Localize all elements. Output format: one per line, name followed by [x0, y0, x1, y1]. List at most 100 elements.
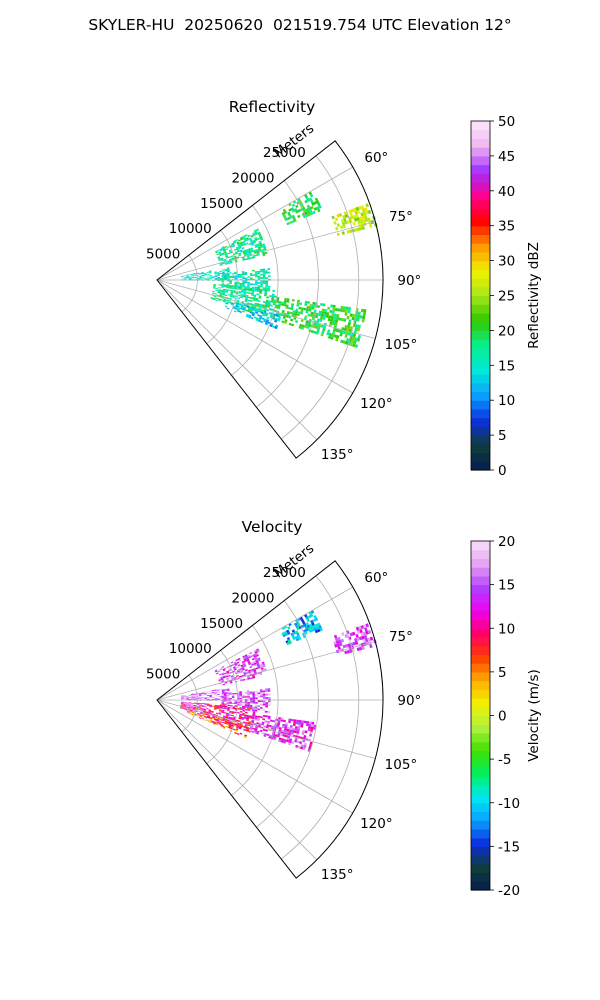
echo-cell [301, 621, 306, 625]
echo-cell [201, 698, 205, 700]
echo-cell [243, 304, 247, 307]
echo-cell [216, 689, 220, 691]
echo-cell [257, 253, 260, 256]
echo-cell [245, 655, 249, 659]
echo-cell [250, 725, 253, 728]
echo-cell [298, 306, 302, 310]
echo-cell [365, 203, 370, 208]
colorbar-tick-label: -20 [498, 883, 520, 899]
echo-cell [186, 712, 190, 714]
echo-cell [208, 710, 212, 712]
echo-cell [242, 257, 245, 260]
echo-cell [252, 674, 255, 678]
echo-cell [226, 280, 230, 282]
echo-cell [237, 307, 241, 310]
echo-cell [224, 688, 227, 691]
echo-cell [193, 274, 197, 276]
echo-cell [227, 665, 230, 669]
echo-cell [208, 721, 211, 723]
echo-cell [358, 216, 363, 221]
echo-cell [236, 661, 240, 664]
echo-cell [274, 734, 278, 737]
echo-cell [250, 316, 254, 320]
echo-cell [218, 259, 222, 262]
echo-cell [216, 707, 220, 709]
echo-cell [221, 272, 224, 275]
echo-cell [218, 298, 222, 301]
echo-cell [204, 278, 208, 280]
echo-cell [214, 705, 218, 708]
colorbar-tick-label: 10 [498, 393, 515, 409]
echo-cell [221, 253, 225, 256]
echo-cell [344, 650, 348, 655]
echo-cell [209, 692, 212, 695]
echo-cell [272, 720, 276, 723]
echo-cell [308, 623, 313, 627]
echo-cell [231, 677, 235, 680]
echo-cell [251, 243, 255, 246]
echo-cell [240, 293, 244, 296]
echo-cell [219, 270, 223, 273]
echo-cell [191, 698, 195, 700]
echo-cell [247, 709, 251, 711]
echo-cell [238, 252, 241, 255]
echo-cell [344, 324, 348, 329]
echo-cell [255, 667, 259, 670]
echo-cell [286, 728, 290, 732]
echo-cell [301, 720, 305, 723]
colorbar-step [471, 549, 490, 560]
echo-cell [231, 695, 235, 697]
echo-cell [337, 308, 341, 312]
echo-cell [247, 691, 250, 694]
echo-cell [342, 224, 346, 229]
echo-cell [245, 250, 249, 253]
echo-cell [226, 285, 229, 288]
echo-cell [229, 251, 233, 254]
echo-cell [252, 700, 256, 703]
echo-cell [257, 666, 261, 669]
echo-cell [360, 625, 365, 630]
echo-cell [270, 727, 274, 730]
echo-cell [249, 701, 253, 704]
echo-cell [273, 301, 277, 304]
echo-cell [352, 641, 356, 646]
echo-cell [273, 735, 277, 739]
echo-cell [248, 307, 252, 311]
echo-cell [241, 270, 245, 273]
echo-cell [308, 721, 312, 725]
echo-cell [214, 272, 217, 274]
echo-cell [263, 319, 267, 323]
echo-cell [285, 730, 289, 734]
echo-cell [191, 697, 195, 698]
echo-cell [239, 283, 243, 285]
echo-cell [258, 724, 262, 727]
echo-cell [270, 300, 274, 304]
echo-cell [257, 695, 261, 698]
colorbar-step [471, 408, 490, 419]
echo-cell [183, 279, 187, 280]
echo-cell [261, 732, 265, 735]
echo-cell [226, 274, 230, 276]
echo-cell [367, 217, 371, 222]
echo-cell [283, 738, 287, 742]
echo-cell [249, 697, 253, 700]
echo-cell [307, 206, 312, 211]
echo-cell [191, 714, 195, 716]
echo-cell [240, 250, 243, 253]
echo-cell [256, 722, 260, 725]
echo-cell [224, 697, 227, 699]
echo-cell [198, 707, 202, 709]
echo-cell [290, 732, 294, 735]
echo-cell [183, 704, 186, 706]
echo-cell [334, 322, 338, 326]
colorbar-step [471, 654, 490, 664]
echo-cell [280, 719, 284, 722]
echo-cell [330, 336, 334, 340]
echo-cell [365, 210, 369, 215]
echo-cell [228, 287, 232, 289]
echo-cell [244, 714, 248, 717]
echo-cell [186, 698, 189, 700]
echo-cell [278, 301, 282, 304]
echo-cell [307, 212, 312, 217]
echo-cell [217, 274, 220, 277]
